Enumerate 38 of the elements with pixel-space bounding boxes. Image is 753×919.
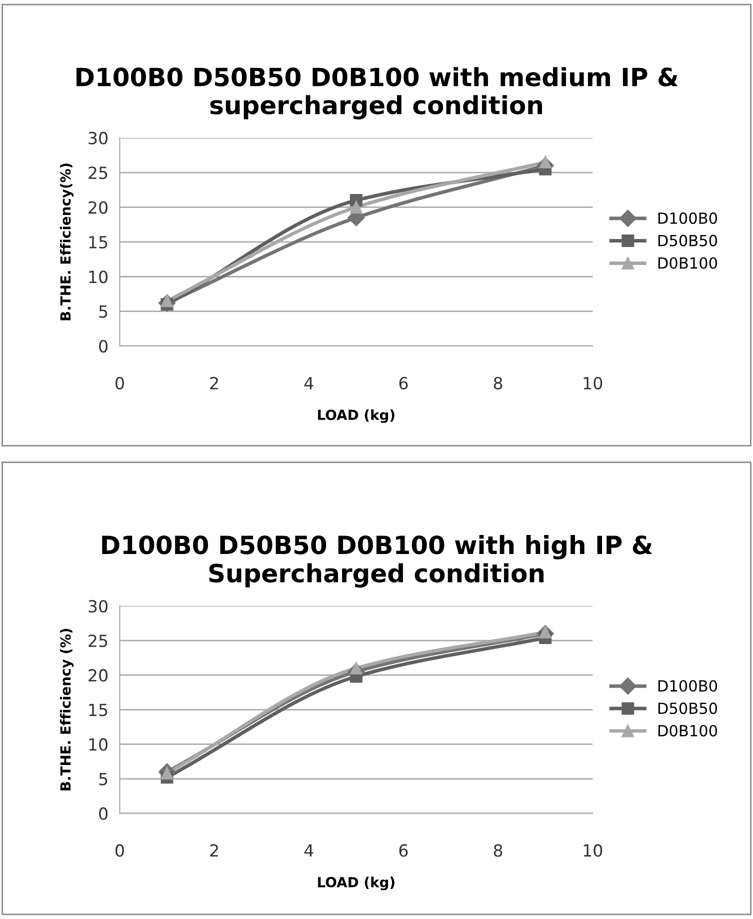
y-tick-label: 15 <box>89 704 108 716</box>
y-tick-label: 5 <box>99 305 108 318</box>
y-tick-label: 5 <box>99 772 108 786</box>
legend-label: D0B100 <box>658 724 718 737</box>
x-tick-label: 6 <box>399 844 408 857</box>
y-tick-label: 30 <box>88 600 108 613</box>
x-axis-title: LOAD (kg) <box>318 876 394 890</box>
legend-label: D50B50 <box>658 702 718 714</box>
x-tick-label: 8 <box>494 376 502 390</box>
x-tick-label: 4 <box>304 844 314 857</box>
legend-label: D100B0 <box>658 680 718 692</box>
x-tick-label: 0 <box>116 844 124 857</box>
x-tick-label: 10 <box>584 844 602 857</box>
y-tick-label: 25 <box>88 634 108 648</box>
legend-label: D0B100 <box>658 257 718 269</box>
y-tick-label: 25 <box>88 166 108 180</box>
y-tick-label: 15 <box>89 236 108 248</box>
y-tick-label: 10 <box>89 738 108 751</box>
y-tick-label: 10 <box>89 270 108 284</box>
legend-label: D50B50 <box>658 234 718 246</box>
x-tick-label: 4 <box>304 377 314 390</box>
chart-title: D100B0 D50B50 D0B100 with medium IP & supercharged condition <box>76 67 678 120</box>
chart-title: D100B0 D50B50 D0B100 with high IP & Supercharged condition <box>102 535 652 588</box>
y-tick-label: 20 <box>88 201 108 214</box>
y-tick-label: 0 <box>99 340 108 353</box>
x-tick-label: 6 <box>399 376 408 390</box>
x-axis-title: LOAD (kg) <box>318 409 394 423</box>
y-axis-title: B.THE. Efficiency (%) <box>60 628 74 790</box>
y-tick-label: 30 <box>88 132 108 144</box>
y-tick-label: 20 <box>88 669 108 682</box>
x-tick-label: 10 <box>584 376 602 390</box>
x-tick-label: 2 <box>210 376 218 390</box>
legend-label: D100B0 <box>658 212 718 224</box>
x-tick-label: 0 <box>116 376 124 390</box>
x-tick-label: 2 <box>210 844 218 857</box>
y-tick-label: 0 <box>99 807 108 820</box>
x-tick-label: 8 <box>494 844 502 857</box>
y-axis-title: B.THE. Efficiency(%) <box>60 164 74 320</box>
